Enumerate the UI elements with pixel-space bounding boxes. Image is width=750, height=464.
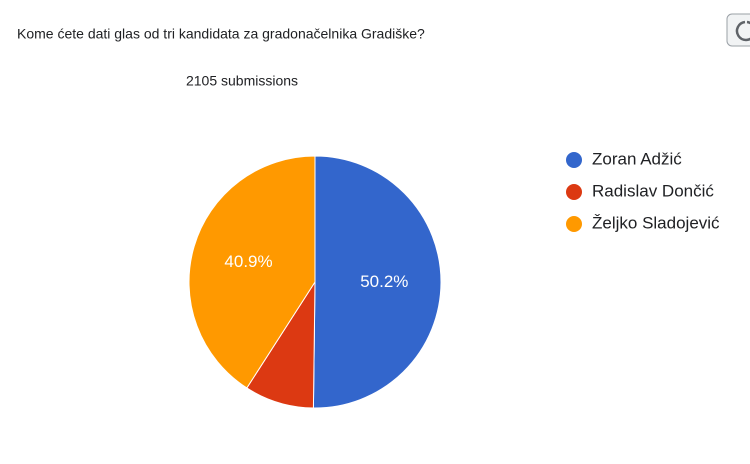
legend-label: Radislav Dončić [592, 181, 714, 200]
pie-slice [312, 155, 442, 409]
legend-swatch [566, 216, 582, 232]
legend-label: Željko Sladojević [592, 213, 720, 232]
pie-slice [188, 155, 316, 389]
slice-label: 50.2% [360, 272, 408, 291]
legend-label: Zoran Adžić [592, 149, 682, 168]
chart-subtitle: 2105 submissions [186, 73, 298, 89]
copy-button[interactable] [726, 13, 750, 47]
legend-swatch [566, 152, 582, 168]
button-icon [735, 20, 750, 42]
button-frame[interactable] [726, 13, 750, 47]
slice-label: 40.9% [224, 252, 272, 271]
legend-swatch [566, 184, 582, 200]
chart-title: Kome ćete dati glas od tri kandidata za … [17, 26, 425, 42]
